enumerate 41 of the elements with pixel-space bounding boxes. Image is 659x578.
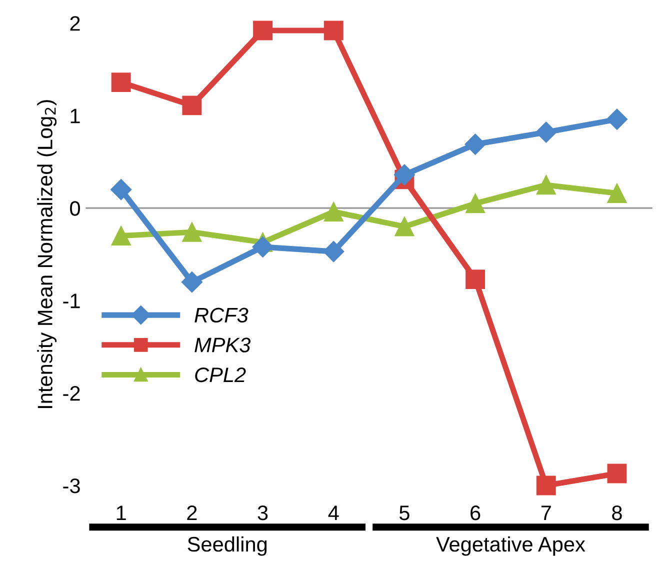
point — [182, 96, 202, 116]
point — [466, 194, 486, 214]
point — [324, 20, 344, 40]
x-tick-label: 7 — [541, 506, 551, 520]
point — [111, 226, 131, 246]
legend-label: RCF3 — [194, 308, 248, 323]
point — [606, 108, 628, 130]
point — [536, 476, 556, 496]
x-tick-label: 3 — [258, 506, 268, 520]
point — [394, 164, 415, 186]
y-tick-label: 2 — [70, 16, 80, 31]
point — [464, 134, 486, 155]
point — [607, 464, 627, 484]
point — [323, 241, 344, 262]
y-tick-label: -1 — [63, 294, 80, 308]
point — [607, 184, 627, 204]
point — [110, 179, 132, 200]
legend-label: CPL2 — [195, 367, 246, 382]
point — [394, 216, 414, 236]
y-tick-label: 1 — [70, 108, 80, 124]
text: Seedling — [188, 536, 267, 556]
x-tick-label: 5 — [400, 506, 410, 520]
x-tick-label: 4 — [328, 506, 339, 520]
x-tick-label: 1 — [116, 506, 126, 520]
y-tick-label: -3 — [63, 478, 80, 494]
x-tick-label: 2 — [187, 506, 197, 520]
point — [324, 202, 344, 222]
x-tick-label: 8 — [612, 506, 622, 520]
point — [111, 72, 131, 92]
y-tick-label: 0 — [70, 201, 80, 216]
legend-label: MPK3 — [194, 338, 251, 352]
point — [253, 20, 272, 40]
y-axis-title: Intensity Mean Normalized (Log$_{2}$) — [37, 100, 57, 408]
point — [181, 272, 202, 293]
x-tick-label: 6 — [470, 506, 480, 520]
point — [536, 122, 557, 143]
text: Vegetative Apex — [436, 536, 586, 556]
point — [466, 270, 486, 290]
point — [536, 175, 556, 195]
point — [182, 222, 202, 242]
y-tick-label: -2 — [63, 386, 80, 401]
